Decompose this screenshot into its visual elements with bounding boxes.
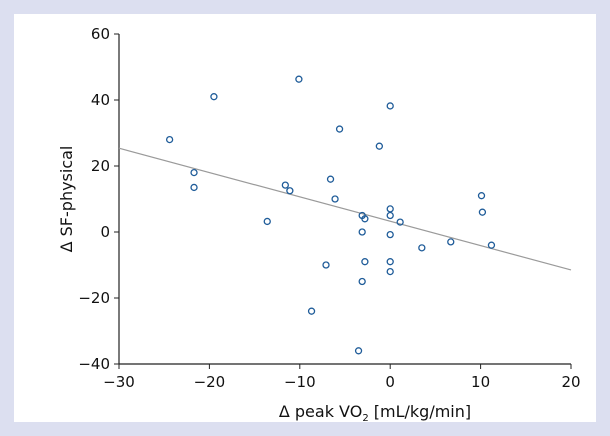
x-tick-label: 10	[471, 373, 490, 391]
y-tick-label: 20	[91, 157, 110, 175]
x-tick-label: −20	[194, 373, 226, 391]
data-point	[190, 183, 198, 192]
data-point	[375, 142, 384, 150]
data-point	[447, 238, 455, 246]
data-point	[210, 93, 218, 101]
data-point	[358, 277, 366, 286]
y-axis-title: Δ SF-physical	[57, 146, 76, 253]
x-tick-label: 20	[561, 373, 580, 391]
y-tick-label: 0	[100, 223, 110, 241]
data-point	[331, 195, 339, 203]
x-tick-label: −10	[284, 373, 316, 391]
data-point	[281, 181, 289, 189]
x-axis-title: Δ peak VO2 [mL/kg/min]	[279, 402, 471, 424]
data-point	[487, 241, 496, 249]
data-point	[322, 261, 330, 269]
x-tick-label: 0	[385, 373, 395, 391]
data-point	[386, 102, 394, 110]
data-point	[190, 168, 198, 177]
data-point	[354, 347, 363, 355]
data-point	[307, 307, 316, 315]
data-point	[418, 244, 426, 252]
data-point	[386, 267, 394, 276]
data-point	[386, 258, 394, 266]
data-point	[386, 230, 394, 239]
y-tick-label: 40	[91, 91, 110, 109]
data-point	[477, 192, 486, 200]
data-point	[326, 175, 335, 183]
y-tick-label: −20	[78, 289, 110, 307]
data-point	[478, 208, 487, 216]
data-point	[361, 258, 369, 266]
regression-line	[118, 147, 572, 271]
data-point	[165, 135, 174, 144]
data-point	[361, 215, 369, 223]
data-point	[295, 75, 303, 83]
data-point	[386, 211, 394, 220]
y-tick-label: 60	[91, 25, 110, 43]
data-point	[396, 218, 404, 226]
data-point	[358, 228, 366, 236]
data-point	[263, 217, 271, 226]
y-tick-label: −40	[78, 355, 110, 373]
data-point	[335, 125, 344, 133]
plot-panel	[14, 14, 596, 422]
x-tick-label: −30	[103, 373, 135, 391]
data-point	[286, 187, 294, 195]
